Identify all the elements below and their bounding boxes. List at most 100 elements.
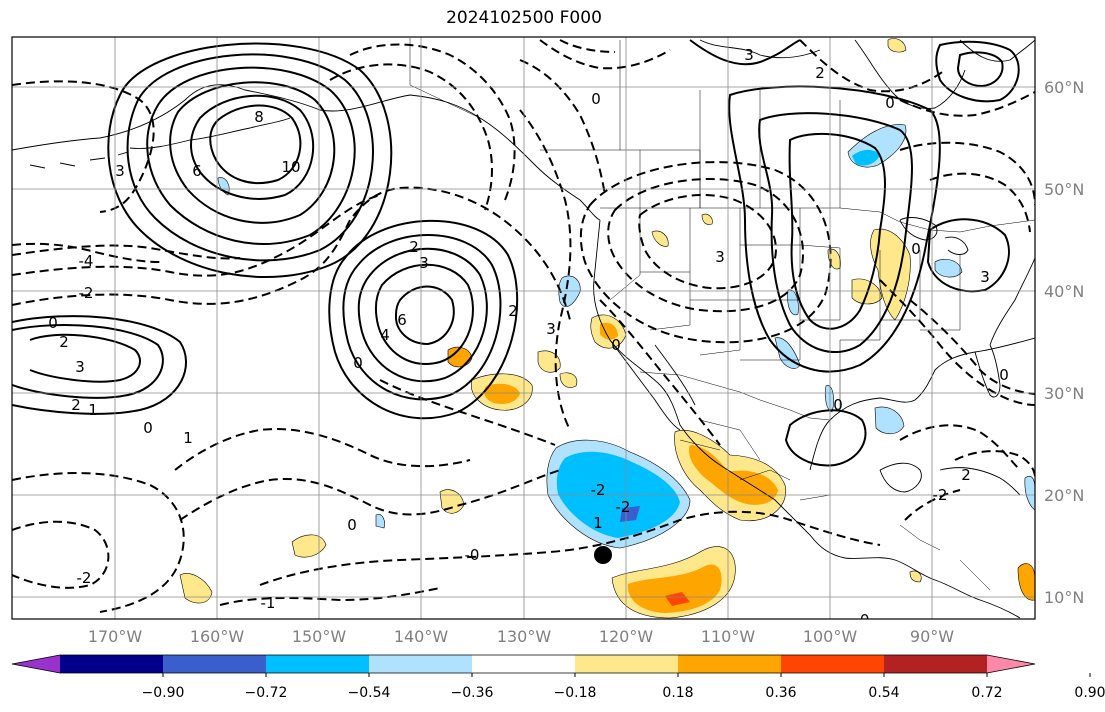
south-pacific-contour-m1 [219,587,441,606]
canada-anomaly-yellow [887,38,907,53]
contour-value-labels: 3 2 0 8 10 6 3 -4 -2 0 2 3 2 1 0 1 2 3 6… [48,46,1009,629]
gulf-high-contour [784,409,867,467]
contour-label: -0 [465,546,480,564]
lon-label: 120°W [599,627,654,646]
baja-anomaly-core [600,322,618,340]
lon-label: 110°W [701,627,756,646]
pacific-contour-m1 [12,194,381,277]
central-pacific-contour-m1 [174,428,471,471]
contour-label: 2 [71,396,81,414]
colorbar-segment [60,655,164,673]
mexico-states [679,419,831,501]
colorbar-tick-label: 0.72 [971,685,1002,701]
alaska-high-contour-10 [209,104,302,185]
mexico-contour-0 [599,299,721,446]
yucatan [879,462,922,493]
contour-label: 0 [353,354,363,372]
coastlines [12,39,1035,619]
red-anomaly-peak [665,592,690,606]
idaho-anomaly [701,213,713,225]
colorbar-tick-label: −0.90 [142,685,185,701]
contour-label: -2 [933,486,948,504]
lon-label: 130°W [497,627,552,646]
caribbean-contour-m1 [904,489,961,521]
colorbar-tick-label: −0.18 [554,685,597,701]
colorbar-tick-label: 0.90 [1074,685,1105,701]
south-pacific-contour-0 [259,510,881,586]
alaska-high-contour-3 [126,53,374,262]
lat-label: 10°N [1044,588,1084,607]
pnw-anomaly [651,230,669,247]
alaska-coast [12,84,601,221]
colorbar-segment [884,655,988,673]
atlantic-anomaly-blue [1024,475,1035,511]
longitude-axis: 170°W 160°W 150°W 140°W 130°W 120°W 110°… [88,627,954,646]
contour-label: 10 [281,158,300,176]
contour-label: -2 [79,284,94,302]
central-america [899,524,991,591]
pacific-anomaly-3 [537,350,561,373]
north-contour-m2 [559,39,616,53]
hudson-contour-m1 [799,39,946,93]
alaska-high-contour-6 [169,81,336,224]
pacific-anomaly-7 [291,534,327,558]
colorbar-tick-label: 0.18 [662,685,693,701]
lat-label: 30°N [1044,384,1084,403]
canada-north-contour [689,39,801,66]
colorbar-extend-low [12,655,60,673]
colorbar-tick-label: −0.36 [451,685,494,701]
canada-anomaly-blue-core [852,149,880,166]
pacific-contour-m2 [12,244,241,260]
rockies-low-contour-m2 [607,177,804,313]
contour-label: 0 [611,336,621,354]
dateline-high-contour-3 [29,333,141,383]
west-coast-contour-0 [519,109,572,431]
colorbar-extend-high [987,655,1035,673]
pacific-high-contour-1 [328,219,519,420]
colorbar-tick-label: −0.72 [245,685,288,701]
pacific-high-contour-3 [357,247,488,383]
pacific-anomaly-1-core [484,383,520,404]
contour-label: -2 [616,498,631,516]
central-contour-m1 [379,379,556,446]
contour-label: 0 [347,516,357,534]
alaska-high-contour-8 [190,94,315,200]
east-contour-a [926,218,1010,293]
bc-coast-contour [519,59,606,196]
colorbar-segment [678,655,782,673]
contour-label: 3 [980,268,990,286]
contour-label: 3 [546,320,556,338]
contour-label: 6 [397,311,407,329]
colorbar-segment [369,655,473,673]
canada-provinces [540,40,841,208]
lon-label: 170°W [88,627,143,646]
latitude-axis: 60°N 50°N 40°N 30°N 20°N 10°N [1044,78,1084,607]
southwest-contour-0 [12,472,185,613]
colorbar-segment [163,655,267,673]
location-marker [594,546,612,564]
contour-label: 1 [88,401,98,419]
alaska-border [409,38,481,119]
colorbar: −0.90 −0.72 −0.54 −0.36 −0.18 0.18 0.36 0.54 0.7… [11,654,1105,701]
lat-label: 50°N [1044,180,1084,199]
colorbar-tick-label: 0.54 [868,685,899,701]
pacific-anomaly-9 [375,514,385,529]
ne-contour-b [956,51,1004,88]
contour-label: 2 [815,64,825,82]
colorbar-segment [781,655,885,673]
contour-label: 3 [715,248,725,266]
east-us-contour-m2 [899,141,1035,206]
dateline-high-contour-1 [12,315,188,415]
contour-label: 0 [143,419,153,437]
contour-label: 2 [409,238,419,256]
lon-label: 160°W [190,627,245,646]
rockies-contour-3 [728,85,941,373]
rockies-low-contour-m3 [638,194,777,290]
map-frame [11,36,1036,620]
alaska-peninsula [129,117,291,149]
rockies-contour-2 [758,112,913,354]
contour-label: -0 [855,611,870,629]
contour-label: 2 [508,302,518,320]
ne-contour-a [935,40,1020,103]
pacific-contour-0 [12,186,571,321]
